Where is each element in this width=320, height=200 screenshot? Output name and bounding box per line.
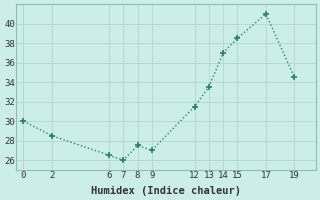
X-axis label: Humidex (Indice chaleur): Humidex (Indice chaleur) <box>91 186 241 196</box>
